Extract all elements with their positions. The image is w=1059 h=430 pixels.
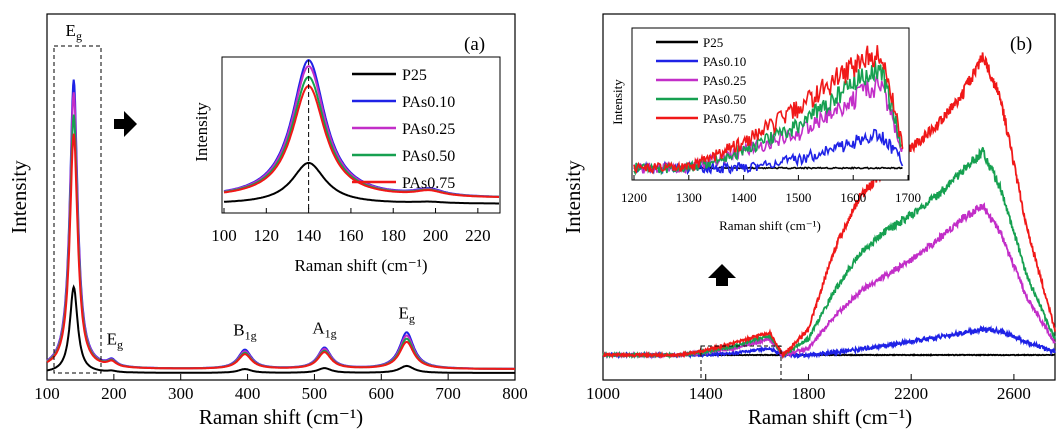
panel-b-inset-x-title: Raman shift (cm⁻¹) [719,218,821,233]
panel-a-x-tick-label: 800 [502,384,528,403]
panel-b-plot-frame [602,13,1056,381]
panel-a-x-ticks: 100 200 300 400 500 600 700 800 [34,374,528,403]
panel-b-series-line-PAs0.75 [602,52,1056,360]
panel-b-legend-label-P25: P25 [703,35,723,50]
panel-b-inset-tick-label: 1600 [840,190,866,205]
panel-b-inset-tick-label: 1400 [731,190,757,205]
peak-label-Eg-140: Eg [66,21,82,43]
panel-a-x-axis-title: Raman shift (cm⁻¹) [199,405,363,429]
panel-a-inset-frame [221,56,501,214]
panel-b-inset-y-title: Intensity [610,79,625,125]
peak-label-Eg-197: Eg [107,329,123,351]
panel-a-x-tick-label: 600 [369,384,395,403]
panel-b-x-tick-label: 1000 [586,384,620,403]
zoom-region-box [700,345,782,381]
panel-a-inset-x-ticks: 100 120 140 160 180 200 220 [211,208,491,245]
panel-a-legend-label-PAs0.50: PAs0.50 [402,148,455,165]
panel-b-inset-tick-label: 1700 [895,190,921,205]
panel-b-tag: (b) [1010,34,1032,55]
panel-a-legend-label-PAs0.75: PAs0.75 [402,175,455,192]
panel-b-legend-label-PAs0.10: PAs0.10 [703,54,746,69]
e-g-peak-highlight-box [53,45,102,374]
panel-a-x-tick-label: 300 [168,384,194,403]
panel-b-lines [602,52,1056,360]
panel-b-inset-lines [633,45,904,176]
panel-b-legend-label-PAs0.25: PAs0.25 [703,73,746,88]
panel-a-x-tick-label: 400 [235,384,261,403]
panel-b-inset-tick-label: 1200 [621,190,647,205]
panel-a-tag: (a) [464,34,485,55]
panel-a-inset-tick-label: 160 [338,226,364,245]
panel-a-legend: P25 PAs0.10 PAs0.25 PAs0.50 PAs0.75 [352,67,455,192]
panel-b-series-line-PAs0.10 [602,324,1056,360]
panel-b-legend-label-PAs0.50: PAs0.50 [703,92,746,107]
panel-a-legend-label-P25: P25 [402,67,427,84]
panel-b-x-axis-title: Raman shift (cm⁻¹) [748,405,912,429]
panel-a-series-line-P25 [46,284,515,374]
panel-a-inset-tick-label: 140 [296,226,322,245]
panel-a-legend-label-PAs0.25: PAs0.25 [402,121,455,138]
panel-a-lines [46,79,515,374]
panel-a-x-tick-label: 700 [435,384,461,403]
panel-a-inset-tick-label: 220 [465,226,491,245]
panel-b-series-line-PAs0.25 [602,202,1056,360]
panel-a-inset-tick-label: 100 [211,226,237,245]
panel-b-x-tick-label: 1400 [689,384,723,403]
panel-b-legend: P25 PAs0.10 PAs0.25 PAs0.50 PAs0.75 [656,35,746,126]
panel-b-inset-line-PAs0.50 [633,60,903,176]
panel-a-plot-frame [46,13,516,381]
panel-b-inset-x-ticks: 1200 1300 1400 1500 1600 1700 [621,175,921,205]
panel-b-x-tick-label: 1800 [791,384,825,403]
panel-a-inset-x-title: Raman shift (cm⁻¹) [294,256,427,275]
peak-label-A1g-515: A1g [312,318,336,340]
panel-a-x-tick-label: 100 [34,384,60,403]
panel-a-x-tick-label: 500 [302,384,328,403]
panel-a-x-tick-label: 200 [101,384,127,403]
panel-b-inset-frame [631,27,910,181]
panel-a-inset-line-P25 [223,161,499,205]
panel-b-x-ticks: 1000 1400 1800 2200 2600 [586,374,1031,403]
right-arrow-icon [114,111,137,137]
panel-b-legend-label-PAs0.75: PAs0.75 [703,111,746,126]
panel-a-inset-line-PAs0.75 [223,84,499,198]
panel-b-x-tick-label: 2600 [997,384,1031,403]
panel-b-inset-tick-label: 1500 [785,190,811,205]
panel-b-inset-line-PAs0.75 [633,45,904,175]
panel-b-y-axis-title: Intensity [561,160,585,234]
peak-label-Eg-638: Eg [398,303,414,325]
panel-a-legend-label-PAs0.10: PAs0.10 [402,94,455,111]
panel-a-inset-y-title: Intensity [192,102,211,162]
panel-b-inset-tick-label: 1300 [676,190,702,205]
panel-a-inset-tick-label: 120 [254,226,280,245]
panel-b-x-tick-label: 2200 [894,384,928,403]
panel-a-inset-tick-label: 180 [380,226,406,245]
panel-a-inset-tick-label: 200 [423,226,449,245]
peak-label-B1g-396: B1g [233,321,256,343]
panel-a-y-axis-title: Intensity [7,160,31,234]
panel-a-peak-labels: Eg Eg B1g A1g Eg [66,21,415,351]
panel-b-inset-line-PAs0.25 [633,76,904,174]
panel-a-series-line-PAs0.75 [46,133,515,370]
up-arrow-icon [708,264,736,286]
